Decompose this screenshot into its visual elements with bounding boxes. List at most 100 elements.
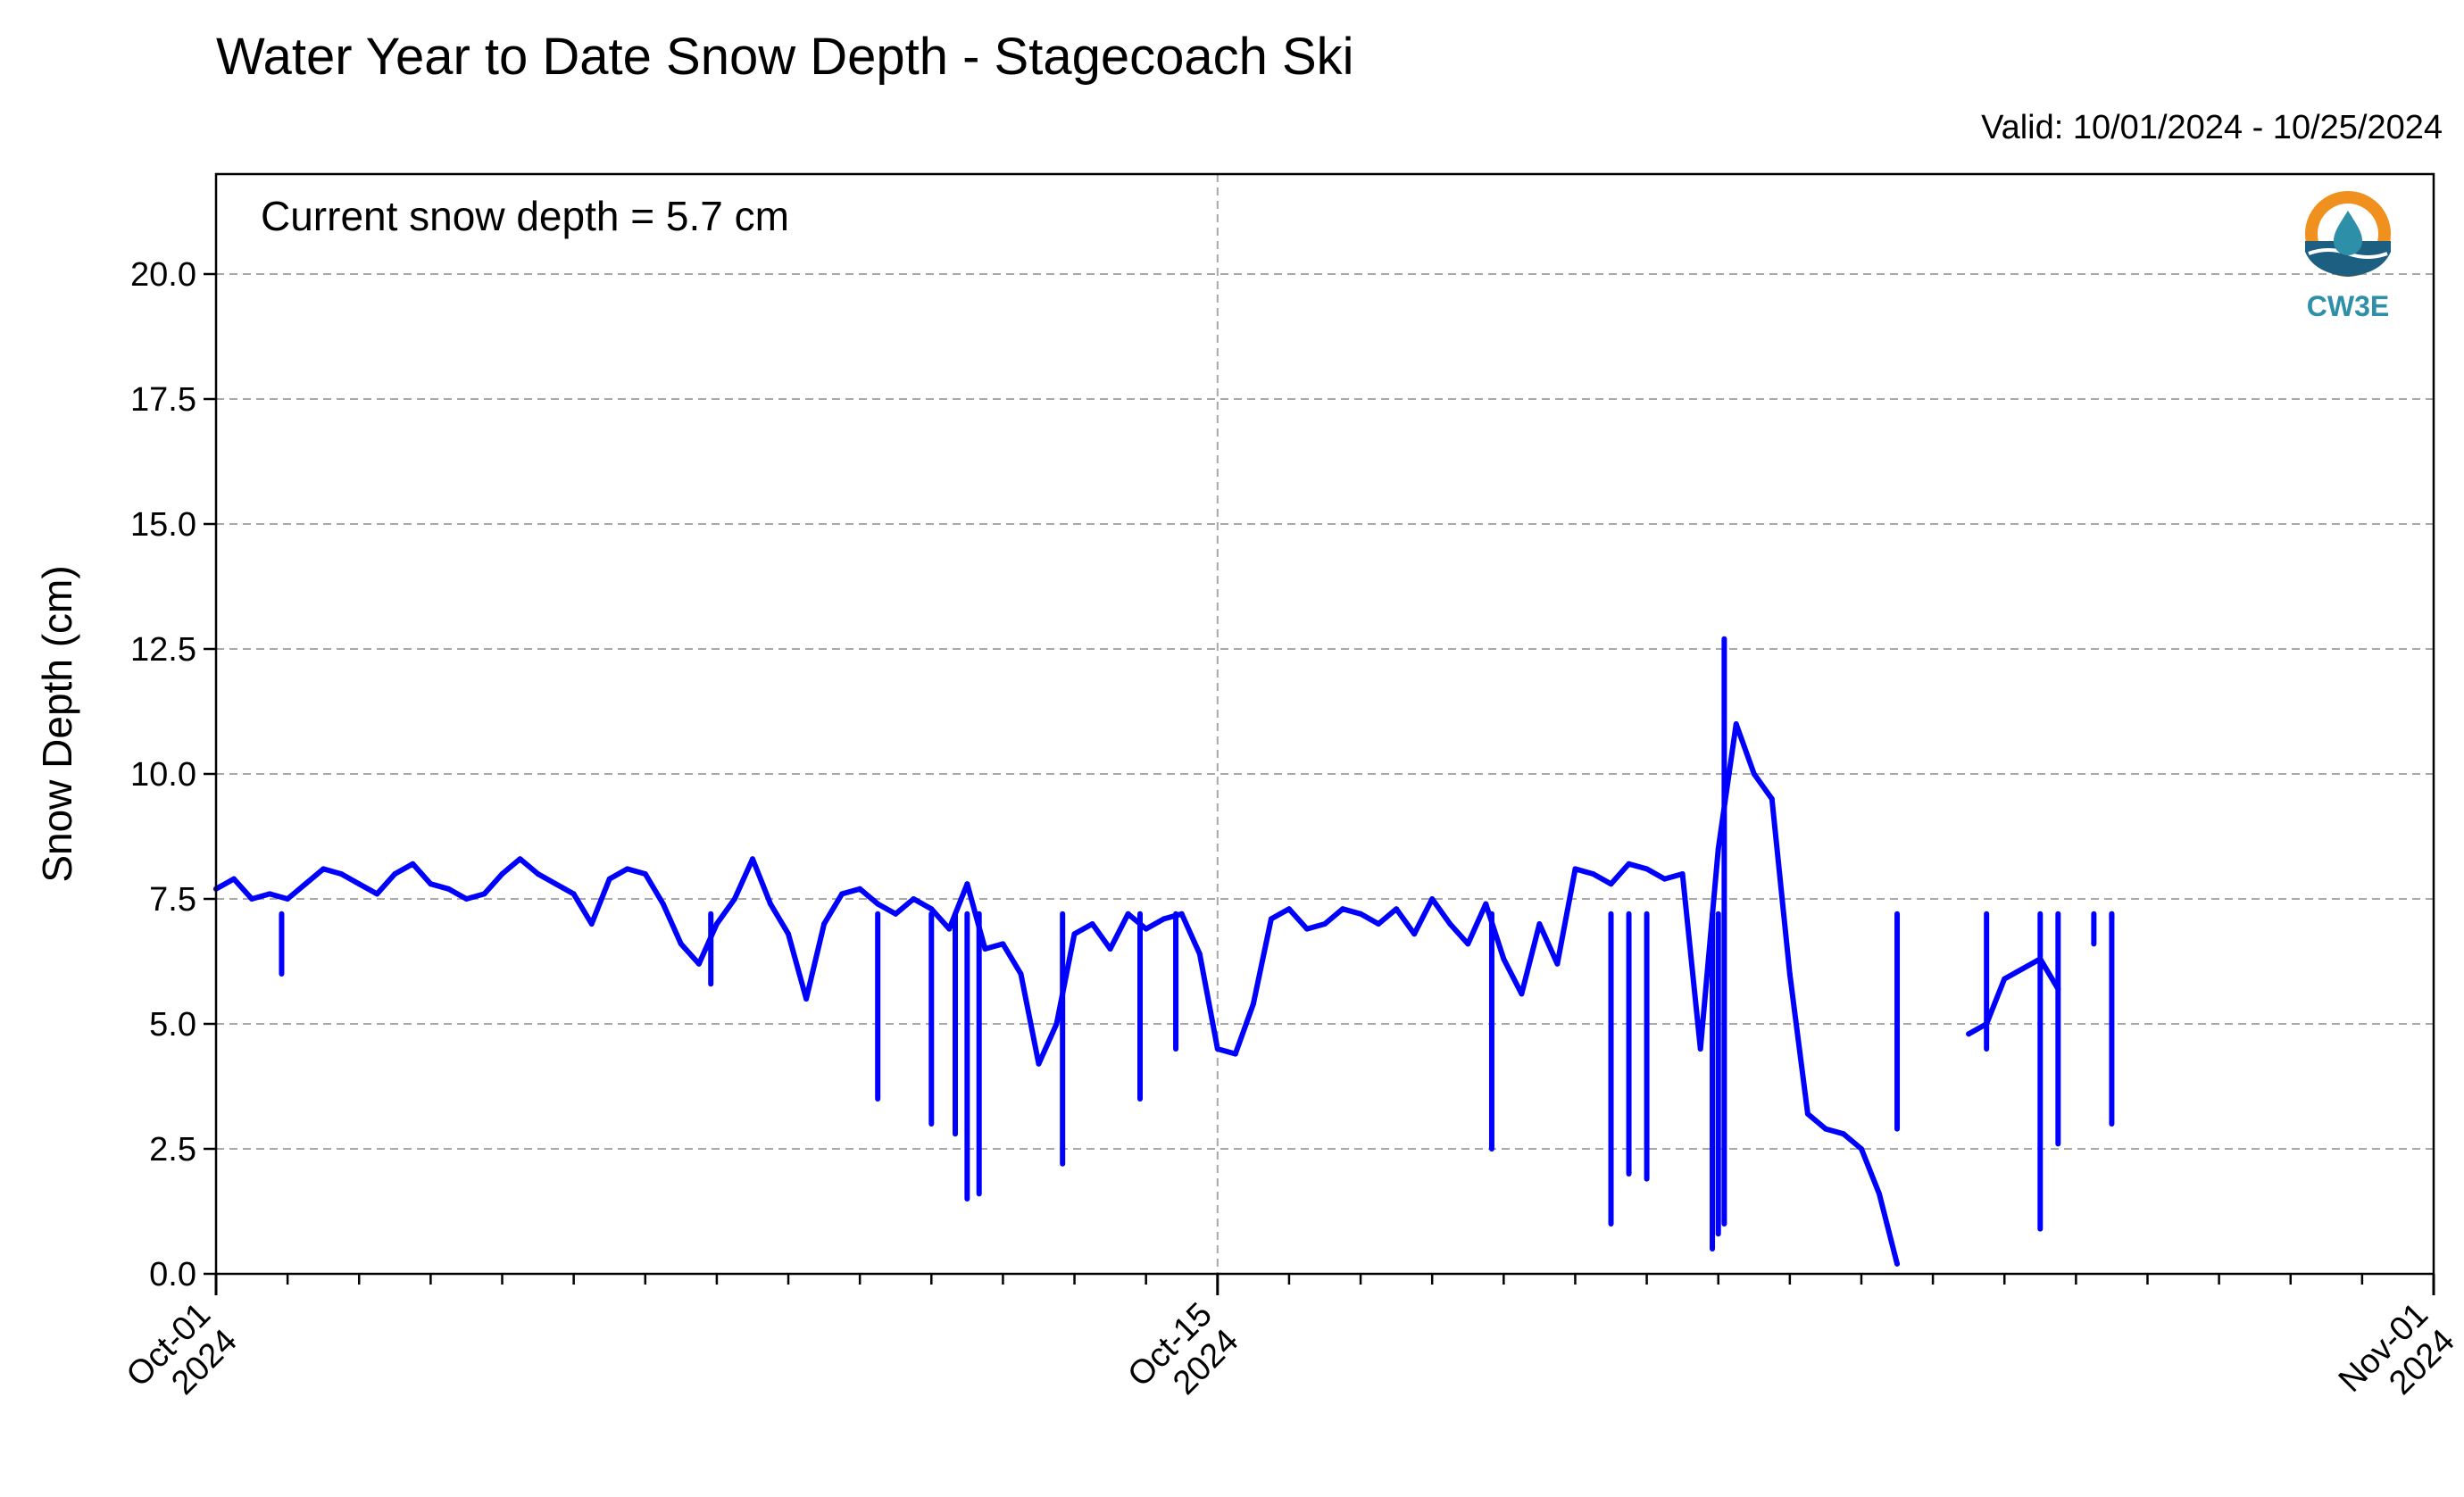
data-point [678, 941, 684, 947]
data-point [768, 901, 773, 907]
data-point [1679, 871, 1686, 877]
data-point [1000, 941, 1006, 947]
data-point [356, 881, 362, 887]
y-tick-label: 2.5 [149, 1131, 196, 1168]
data-point [410, 861, 416, 867]
data-point [713, 921, 720, 927]
data-point [731, 896, 737, 902]
data-point [1519, 991, 1525, 997]
data-point [392, 871, 398, 877]
data-point [1232, 1051, 1238, 1057]
data-point [928, 906, 935, 912]
chart-title: Water Year to Date Snow Depth - Stagecoa… [216, 28, 1354, 86]
data-point [249, 896, 255, 902]
data-point [267, 891, 273, 897]
cw3e-logo: CW3E [2305, 191, 2391, 322]
data-point [1697, 1046, 1703, 1052]
data-point [1411, 931, 1418, 937]
data-point [588, 921, 595, 927]
data-point [1501, 956, 1507, 962]
data-point [1536, 921, 1543, 927]
data-point [1751, 771, 1757, 777]
data-point [1590, 871, 1596, 877]
data-point [2002, 976, 2008, 982]
data-point [642, 871, 648, 877]
data-point [553, 881, 559, 887]
plot-frame [214, 172, 2435, 1276]
data-point [445, 886, 452, 892]
data-point [1608, 881, 1614, 887]
data-point [624, 866, 630, 872]
data-point [1429, 896, 1436, 902]
valid-date-range: Valid: 10/01/2024 - 10/25/2024 [1981, 109, 2443, 146]
data-point [606, 876, 612, 882]
data-point [1840, 1131, 1846, 1137]
data-point [1358, 911, 1364, 917]
snow-depth-line [213, 721, 2061, 1267]
data-point [1250, 1001, 1256, 1007]
y-tick-label: 0.0 [149, 1256, 196, 1293]
data-point [1394, 906, 1400, 912]
data-point [1178, 911, 1185, 917]
data-point [481, 891, 487, 897]
data-point [839, 891, 845, 897]
axis-layer: 0.0 2.5 5.0 7.5 10.0 12.5 15.0 17.5 20.0 Oct-0120… [120, 256, 2462, 1402]
data-point [695, 961, 702, 967]
data-point [749, 856, 755, 862]
data-point [1053, 1021, 1060, 1027]
y-tick-label: 20.0 [130, 256, 196, 294]
data-point [1071, 931, 1078, 937]
water-drop-icon [2334, 211, 2362, 255]
data-point [946, 926, 953, 932]
data-point [1036, 1060, 1042, 1067]
data-point [875, 901, 881, 907]
data-point [535, 871, 541, 877]
data-point [374, 891, 380, 897]
data-point [1786, 971, 1793, 977]
data-point [1661, 876, 1668, 882]
data-point [1465, 941, 1471, 947]
data-point [982, 946, 988, 952]
y-tick-label: 17.5 [130, 381, 196, 419]
data-point [1125, 911, 1131, 917]
data-point [1554, 961, 1561, 967]
data-point [1644, 866, 1650, 872]
data-point [1322, 921, 1328, 927]
data-point [285, 896, 291, 902]
data-point [1447, 921, 1453, 927]
y-axis-label: Snow Depth (cm) [34, 565, 80, 882]
data-point [1161, 916, 1167, 922]
y-tick-label: 12.5 [130, 631, 196, 669]
data-point [1894, 1260, 1901, 1267]
data-point [320, 866, 327, 872]
data-point [786, 931, 792, 937]
data-point [463, 896, 470, 902]
data-point [1107, 946, 1113, 952]
data-point [660, 901, 666, 907]
data-point [1483, 901, 1489, 907]
data-point [1877, 1191, 1882, 1197]
data-point [1804, 1110, 1811, 1117]
data-point [1340, 906, 1346, 912]
grid-layer [216, 174, 2434, 1274]
y-tick-label: 10.0 [130, 756, 196, 794]
data-point [1733, 721, 1739, 727]
data-point [803, 996, 810, 1002]
data-point [1572, 866, 1578, 872]
data-point [499, 871, 505, 877]
y-tick-label: 7.5 [149, 881, 196, 919]
data-point [2019, 966, 2026, 972]
data-point [1715, 846, 1721, 852]
data-point [1268, 916, 1274, 922]
data-point [857, 886, 863, 892]
data-point [1966, 1031, 1972, 1037]
y-tick-label: 15.0 [130, 506, 196, 544]
y-tick-label: 5.0 [149, 1006, 196, 1044]
data-point [1214, 1046, 1220, 1052]
data-point [1196, 951, 1203, 957]
data-point [1089, 921, 1095, 927]
